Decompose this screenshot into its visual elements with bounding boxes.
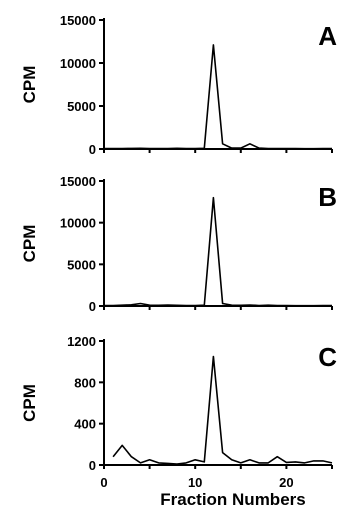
panel-b-series-line xyxy=(103,196,332,307)
panel-b-ytick-label: 0 xyxy=(89,299,96,314)
panel-a-label: A xyxy=(318,21,337,51)
panel-b-ytick-label: 5000 xyxy=(67,257,96,272)
panel-a-series-line xyxy=(103,44,332,150)
panel-b-label: B xyxy=(318,182,337,212)
panel-a-ytick-label: 5000 xyxy=(67,99,96,114)
panel-b-ytick-label: 15000 xyxy=(60,174,96,189)
panel-c-xtick-label: 10 xyxy=(188,475,202,490)
panel-c-label: C xyxy=(318,342,337,372)
panel-c-xtick-label: 20 xyxy=(279,475,293,490)
panel-c-series-line xyxy=(112,355,333,465)
panel-c-ytick-label: 1200 xyxy=(67,334,96,349)
panel-b-ylabel: CPM xyxy=(20,225,39,263)
x-axis-label: Fraction Numbers xyxy=(160,490,305,509)
panel-a-ylabel: CPM xyxy=(20,66,39,104)
panel-a-ytick-label: 15000 xyxy=(60,13,96,28)
panel-c-xtick-label: 0 xyxy=(100,475,107,490)
panel-a-ytick-label: 0 xyxy=(89,142,96,157)
panel-c-ytick-label: 400 xyxy=(74,417,96,432)
panel-a-ytick-label: 10000 xyxy=(60,56,96,71)
panel-c-ytick-label: 800 xyxy=(74,375,96,390)
panel-b-ytick-label: 10000 xyxy=(60,216,96,231)
panel-c-ylabel: CPM xyxy=(20,384,39,422)
panel-c-ytick-label: 0 xyxy=(89,458,96,473)
